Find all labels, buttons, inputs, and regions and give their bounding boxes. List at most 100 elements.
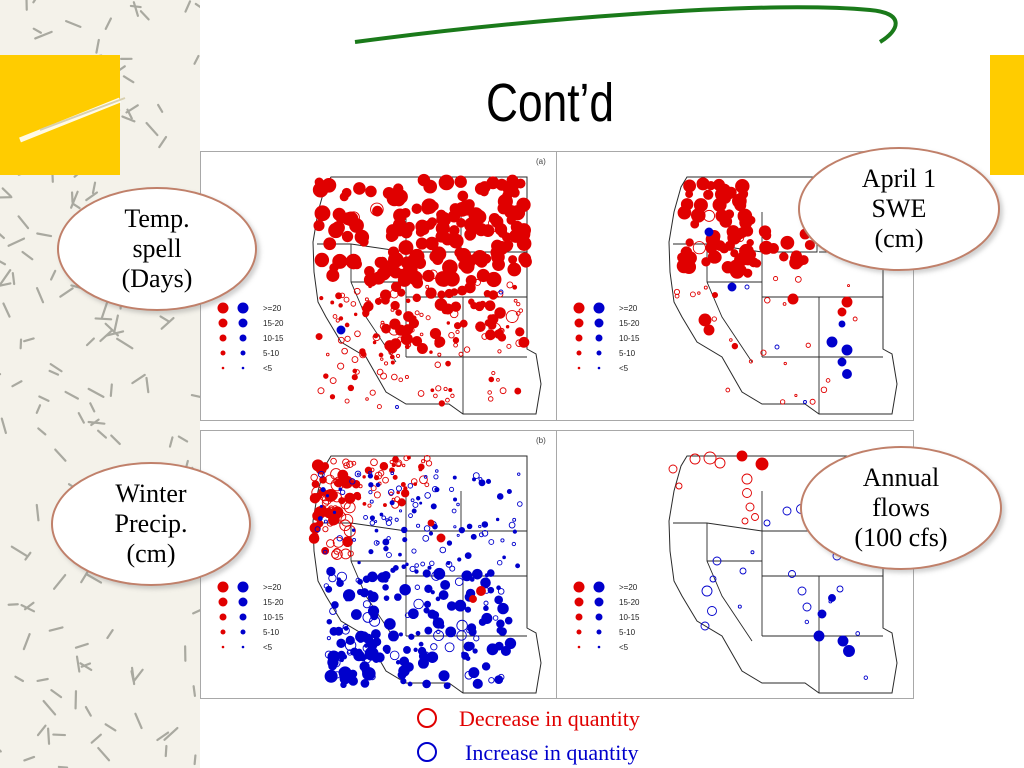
decrease-station-marker: [693, 198, 708, 213]
increase-station-marker: [802, 602, 812, 612]
decrease-station-marker: [388, 350, 394, 355]
decrease-station-marker: [689, 453, 701, 465]
increase-station-marker: [323, 519, 328, 524]
increase-station-marker: [433, 630, 445, 642]
legend-label: 5-10: [263, 628, 280, 637]
increase-station-marker: [429, 560, 435, 567]
decrease-station-marker: [515, 327, 525, 337]
decrease-station-marker: [518, 252, 532, 266]
decrease-station-marker: [760, 349, 767, 356]
decrease-station-marker: [362, 501, 367, 506]
decrease-station-marker: [338, 303, 343, 308]
decrease-station-marker: [382, 187, 396, 200]
decrease-station-marker: [794, 393, 798, 398]
decrease-station-marker: [370, 458, 378, 467]
decrease-station-marker: [383, 361, 389, 366]
increase-station-marker: [487, 569, 495, 577]
increase-station-marker: [384, 647, 391, 655]
decrease-station-marker: [358, 484, 363, 489]
increase-station-marker: [452, 475, 457, 480]
decrease-station-marker: [731, 342, 739, 350]
legend-blue-dot: [594, 318, 604, 328]
increase-station-marker: [385, 519, 392, 527]
decrease-station-marker: [350, 301, 357, 307]
legend-red-dot: [574, 597, 584, 607]
increase-station-marker: [422, 679, 431, 689]
increase-station-marker: [774, 344, 780, 350]
increase-station-marker: [439, 546, 447, 554]
increase-station-marker: [486, 643, 499, 656]
decrease-station-marker: [761, 230, 770, 239]
slide-title: Cont’d: [486, 73, 614, 133]
increase-station-marker: [331, 601, 339, 609]
decrease-station-marker: [400, 489, 410, 498]
decrease-station-marker: [508, 255, 518, 265]
decrease-station-marker: [354, 330, 361, 338]
increase-station-marker: [750, 550, 755, 555]
increase-station-marker: [317, 516, 323, 521]
increase-station-marker: [492, 615, 499, 621]
increase-station-marker: [737, 604, 742, 609]
increase-station-marker: [430, 503, 437, 510]
increase-station-marker: [433, 567, 446, 580]
legend-blue-dot: [593, 581, 605, 593]
increase-station-marker: [319, 504, 323, 508]
increase-station-marker: [454, 599, 467, 612]
increase-station-marker: [701, 585, 713, 597]
decrease-station-marker: [487, 320, 497, 330]
decrease-station-marker: [703, 324, 715, 336]
legend-red-dot: [576, 629, 582, 635]
decrease-station-marker: [429, 350, 433, 354]
decrease-station-marker: [317, 387, 325, 395]
increase-station-marker: [418, 641, 424, 647]
increase-station-marker: [362, 666, 376, 681]
decrease-station-marker: [425, 284, 430, 289]
increase-station-marker: [837, 635, 849, 647]
increase-station-marker: [495, 517, 500, 522]
increase-station-marker: [414, 563, 419, 568]
decrease-station-marker: [351, 374, 358, 381]
increase-station-marker: [472, 472, 480, 480]
increase-station-marker: [336, 571, 348, 583]
decrease-station-marker: [703, 451, 717, 465]
decrease-station-marker: [438, 174, 455, 191]
legend-blue-dot: [597, 366, 601, 370]
increase-station-marker: [387, 488, 395, 496]
increase-station-marker: [362, 633, 374, 644]
decrease-station-marker: [396, 490, 400, 495]
decrease-station-marker: [460, 259, 475, 274]
decrease-station-marker: [347, 384, 355, 392]
decrease-station-marker: [335, 318, 340, 323]
decrease-station-marker: [682, 259, 697, 275]
decrease-station-marker: [505, 310, 519, 323]
decrease-station-marker: [421, 202, 434, 215]
decrease-station-marker: [764, 297, 771, 304]
increase-station-marker: [370, 629, 381, 639]
decrease-station-marker: [395, 353, 401, 358]
increase-station-marker: [362, 643, 372, 653]
decrease-station-marker: [335, 292, 343, 300]
callout-winter-precip: Winter Precip. (cm): [51, 462, 251, 586]
increase-station-marker: [369, 520, 376, 526]
decrease-station-marker: [351, 259, 363, 270]
legend-blue-dot: [239, 334, 247, 342]
increase-station-marker: [342, 589, 356, 602]
increase-station-marker: [472, 477, 477, 482]
decrease-station-marker: [820, 386, 828, 394]
increase-station-marker: [488, 539, 495, 545]
decrease-station-marker: [773, 276, 779, 282]
increase-station-marker: [327, 650, 341, 664]
increase-station-marker: [709, 575, 717, 583]
decrease-station-marker: [417, 390, 425, 397]
decrease-station-marker: [313, 220, 325, 232]
increase-station-marker: [426, 651, 439, 663]
decrease-station-marker: [393, 208, 407, 223]
callout-line: Annual: [862, 463, 940, 493]
decrease-station-marker: [475, 321, 486, 332]
decrease-station-marker: [437, 290, 446, 299]
increase-station-marker: [416, 523, 421, 528]
decrease-station-marker: [443, 386, 448, 392]
decrease-station-marker: [794, 276, 802, 283]
decrease-station-marker: [496, 378, 500, 382]
decrease-station-marker: [491, 371, 496, 376]
